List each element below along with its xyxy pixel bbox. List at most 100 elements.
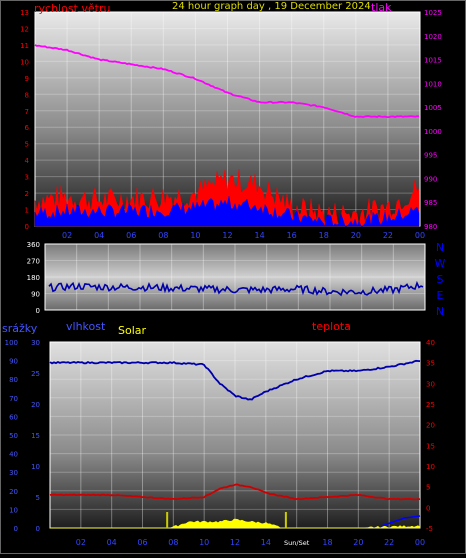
wind-tick-label: 5	[25, 141, 29, 149]
rain-tick-label: 40	[9, 451, 18, 459]
rain-tick-label: 20	[9, 488, 18, 496]
hour-tick-label: 12	[222, 231, 232, 240]
pressure-tick-label: 1020	[424, 33, 442, 41]
pressure-tick-label: 1010	[424, 80, 442, 88]
humidity-tick-label: 0	[36, 525, 40, 533]
rain-tick-label: 10	[9, 506, 18, 514]
compass-label: W	[435, 257, 446, 270]
wind-tick-label: 12	[20, 25, 29, 33]
humidity-tick-label: 15	[31, 432, 40, 440]
hour-tick-label: 08	[158, 231, 168, 240]
rain-tick-label: 60	[9, 413, 18, 421]
pressure-tick-label: 1025	[424, 9, 442, 17]
humidity-tick-label: 20	[31, 401, 40, 409]
hour-tick-label: 14	[261, 538, 271, 547]
hour-tick-label: 18	[319, 231, 329, 240]
wind-tick-label: 1	[25, 207, 29, 215]
temperature-axis-title: teplota	[312, 320, 351, 333]
hour-tick-label: 02	[62, 231, 72, 240]
compass-label: S	[437, 273, 444, 286]
pressure-tick-label: 1000	[424, 128, 442, 136]
hour-tick-label: 18	[322, 538, 332, 547]
wind-axis-title: rychlost větru	[34, 2, 110, 15]
compass-label: N	[436, 305, 444, 318]
hour-tick-label: 00	[415, 538, 425, 547]
wind-tick-label: 3	[25, 174, 29, 182]
temperature-tick-label: 15	[426, 442, 435, 450]
direction-tick-label: 90	[31, 291, 40, 299]
wind-tick-label: 10	[20, 58, 29, 66]
wind-tick-label: 0	[25, 223, 29, 231]
humidity-tick-label: 10	[31, 463, 40, 471]
chart-marks	[34, 12, 425, 529]
hour-tick-label: 22	[383, 231, 393, 240]
wind-series	[34, 195, 420, 227]
pressure-tick-label: 1015	[424, 57, 442, 65]
hour-tick-label: 10	[190, 231, 200, 240]
hour-tick-label: 20	[351, 231, 361, 240]
hour-tick-label: Sun/Set	[284, 539, 310, 547]
direction-tick-label: 0	[36, 307, 40, 315]
hour-tick-label: 16	[287, 231, 297, 240]
pressure-tick-label: 995	[424, 152, 437, 160]
hour-tick-label: 12	[230, 538, 240, 547]
rain-series	[381, 515, 421, 527]
humidity-tick-label: 30	[31, 339, 40, 347]
humidity-axis-title: vlhkost	[66, 320, 106, 333]
humidity-tick-label: 25	[31, 370, 40, 378]
hour-tick-label: 04	[107, 538, 117, 547]
rain-axis-title: srážky	[2, 322, 38, 335]
humidity-series	[49, 359, 421, 401]
temperature-tick-label: 30	[426, 380, 435, 388]
hour-tick-label: 00	[415, 231, 425, 240]
solar-title: Solar	[118, 324, 147, 337]
direction-tick-label: 180	[27, 274, 40, 282]
temperature-tick-label: 0	[426, 504, 430, 512]
temperature-tick-label: 40	[426, 339, 435, 347]
hour-tick-label: 20	[353, 538, 363, 547]
wind-tick-label: 13	[20, 9, 29, 17]
hour-tick-label: 06	[137, 538, 147, 547]
hour-tick-label: 10	[199, 538, 209, 547]
rain-tick-label: 90	[9, 358, 18, 366]
wind-tick-label: 7	[25, 108, 29, 116]
temperature-tick-label: -5	[426, 525, 433, 533]
rain-tick-label: 50	[9, 432, 18, 440]
wind-tick-label: 8	[25, 91, 29, 99]
temperature-tick-label: 35	[426, 360, 435, 368]
direction-panel	[45, 244, 425, 310]
temperature-tick-label: 20	[426, 422, 435, 430]
compass-label: E	[437, 289, 444, 302]
rain-tick-label: 70	[9, 395, 18, 403]
chart-title: 24 hour graph day , 19 December 2024	[172, 1, 371, 12]
wind-tick-label: 2	[25, 190, 29, 198]
temperature-tick-label: 10	[426, 463, 435, 471]
hour-tick-label: 22	[384, 538, 394, 547]
temperature-series	[49, 483, 421, 501]
wind-tick-label: 4	[25, 157, 30, 165]
hour-tick-label: 04	[94, 231, 104, 240]
rain-tick-label: 0	[14, 525, 18, 533]
solar-series	[50, 518, 421, 529]
hour-tick-label: 02	[76, 538, 86, 547]
wind-tick-label: 11	[20, 42, 29, 50]
pressure-tick-label: 990	[424, 175, 437, 183]
rain-tick-label: 30	[9, 469, 18, 477]
pressure-tick-label: 985	[424, 199, 437, 207]
temperature-tick-label: 25	[426, 401, 435, 409]
hour-tick-label: 08	[168, 538, 178, 547]
compass-label: N	[436, 241, 444, 254]
humidity-tick-label: 5	[36, 494, 40, 502]
pressure-series	[34, 44, 420, 119]
temperature-tick-label: 5	[426, 484, 430, 492]
pressure-axis-title: tlak	[371, 1, 392, 14]
temp-humidity-panel	[50, 342, 420, 528]
direction-series	[48, 280, 424, 297]
direction-tick-label: 270	[27, 258, 40, 266]
direction-tick-label: 360	[27, 241, 40, 249]
hour-tick-label: 14	[254, 231, 264, 240]
pressure-tick-label: 1005	[424, 104, 442, 112]
wind-tick-label: 9	[25, 75, 29, 83]
